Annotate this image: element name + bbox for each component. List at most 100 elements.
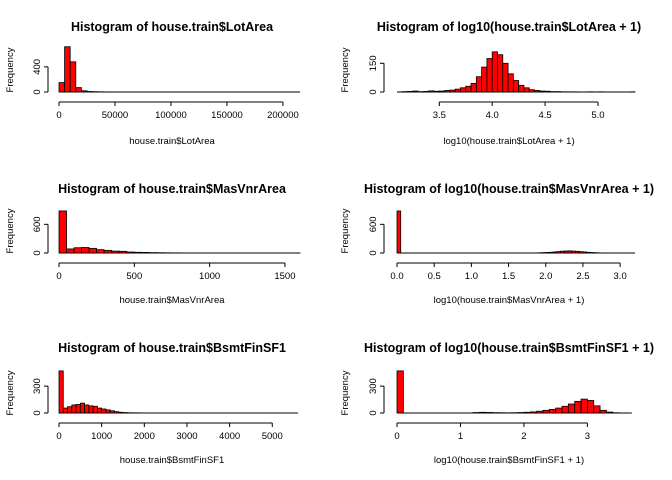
histogram-bar bbox=[549, 251, 554, 254]
x-tick-label: 3 bbox=[585, 431, 590, 442]
panel-log-masvnrarea: Histogram of log10(house.train$MasVnrAre… bbox=[340, 182, 654, 306]
histogram-bar bbox=[481, 66, 488, 93]
histogram-bar bbox=[407, 91, 414, 93]
histogram-bar bbox=[575, 250, 580, 254]
histogram-bar bbox=[133, 251, 143, 254]
y-tick-label: 600 bbox=[32, 216, 43, 232]
histogram-bar bbox=[118, 250, 128, 254]
histogram-bar bbox=[544, 90, 551, 93]
x-tick-label: 150000 bbox=[211, 110, 243, 121]
histogram-bar bbox=[141, 252, 150, 254]
x-tick-label: 0.0 bbox=[390, 271, 403, 282]
histogram-bar bbox=[449, 89, 456, 93]
histogram-bar bbox=[485, 412, 493, 414]
histogram-bar bbox=[80, 90, 88, 93]
y-tick-label: 0 bbox=[368, 250, 379, 255]
histogram-bar bbox=[486, 58, 493, 93]
histogram-bar bbox=[62, 407, 68, 414]
x-tick-label: 2.5 bbox=[576, 271, 589, 282]
x-tick-label: 0 bbox=[56, 431, 61, 442]
x-tick-label: 200000 bbox=[267, 110, 299, 121]
x-tick-label: 0 bbox=[56, 110, 61, 121]
histogram-bar bbox=[396, 210, 402, 254]
histogram-bar bbox=[84, 404, 90, 414]
histogram-bar bbox=[523, 87, 530, 93]
histogram-bar bbox=[470, 82, 477, 93]
histogram-bar bbox=[105, 409, 111, 414]
x-tick-label: 500 bbox=[126, 271, 142, 282]
x-axis-label: house.train$MasVnrArea bbox=[119, 295, 225, 306]
histogram-bar bbox=[428, 90, 435, 93]
x-tick-label: 5000 bbox=[262, 431, 283, 442]
x-tick-label: 1000 bbox=[91, 431, 112, 442]
histogram-bar bbox=[518, 84, 525, 93]
histogram-bar bbox=[479, 411, 487, 414]
panel-lotarea: Histogram of house.train$LotArea house.t… bbox=[5, 20, 301, 147]
x-tick-label: 1000 bbox=[199, 271, 220, 282]
histogram-bar bbox=[114, 411, 120, 414]
panel-log-lotarea: Histogram of log10(house.train$LotArea +… bbox=[340, 20, 641, 147]
histogram-bar bbox=[578, 251, 584, 254]
histogram-bar bbox=[69, 61, 77, 93]
histogram-bar bbox=[523, 411, 531, 414]
histogram-bar bbox=[571, 250, 576, 254]
chart-title: Histogram of house.train$BsmtFinSF1 bbox=[58, 341, 286, 355]
histogram-bar bbox=[536, 410, 544, 414]
chart-title: Histogram of house.train$LotArea bbox=[71, 20, 274, 34]
histogram-bar bbox=[81, 247, 90, 254]
histogram-bar bbox=[599, 409, 607, 414]
histogram-bar bbox=[534, 90, 541, 93]
histogram-bar bbox=[556, 251, 562, 254]
histogram-bar bbox=[563, 250, 569, 254]
chart-title: Histogram of log10(house.train$BsmtFinSF… bbox=[364, 341, 654, 355]
panel-masvnrarea: Histogram of house.train$MasVnrArea hous… bbox=[5, 182, 301, 306]
histogram-bar bbox=[539, 90, 546, 93]
histogram-bar bbox=[545, 252, 550, 254]
y-axis-label: Frequency bbox=[340, 370, 351, 415]
y-tick-label: 600 bbox=[368, 216, 379, 232]
x-tick-label: 1 bbox=[458, 431, 463, 442]
x-tick-label: 4000 bbox=[219, 431, 240, 442]
y-axis-label: Frequency bbox=[5, 47, 16, 92]
histogram-bar bbox=[412, 90, 419, 93]
histogram-bar bbox=[528, 89, 535, 93]
histogram-bar bbox=[460, 87, 467, 93]
chart-title: Histogram of house.train$MasVnrArea bbox=[58, 182, 287, 196]
x-tick-label: 3.5 bbox=[433, 110, 446, 121]
histogram-bar bbox=[67, 406, 73, 414]
histogram-bar bbox=[561, 405, 569, 414]
histogram-bar bbox=[491, 51, 498, 93]
x-tick-label: 4.0 bbox=[486, 110, 499, 121]
histogram-bar bbox=[103, 249, 113, 254]
x-tick-label: 1500 bbox=[274, 271, 295, 282]
histogram-bar bbox=[497, 54, 504, 93]
x-tick-label: 2 bbox=[521, 431, 526, 442]
histogram-bar bbox=[606, 411, 614, 414]
x-tick-label: 0 bbox=[394, 431, 399, 442]
x-tick-label: 3.0 bbox=[614, 271, 627, 282]
histogram-bar bbox=[73, 247, 82, 254]
panel-bsmtfinsf1: Histogram of house.train$BsmtFinSF1 hous… bbox=[5, 341, 298, 466]
histogram-bar bbox=[502, 62, 509, 93]
histogram-bar bbox=[101, 408, 107, 414]
histogram-bar bbox=[423, 91, 430, 93]
histogram-bar bbox=[71, 404, 77, 414]
histogram-bar bbox=[593, 405, 601, 414]
histogram-bar bbox=[567, 403, 576, 414]
x-tick-label: 3000 bbox=[176, 431, 197, 442]
x-axis-label: log10(house.train$BsmtFinSF1 + 1) bbox=[434, 455, 584, 466]
histogram-bar bbox=[58, 82, 65, 93]
x-tick-label: 5.0 bbox=[591, 110, 604, 121]
y-axis-label: Frequency bbox=[340, 47, 351, 92]
histogram-bar bbox=[580, 398, 588, 414]
histogram-bar bbox=[66, 248, 75, 254]
histogram-bar bbox=[126, 251, 135, 254]
y-tick-label: 0 bbox=[32, 410, 43, 415]
chart-title: Histogram of log10(house.train$MasVnrAre… bbox=[364, 182, 654, 196]
histogram-bar bbox=[574, 400, 582, 414]
histogram-bar bbox=[548, 409, 557, 414]
histogram-bar bbox=[96, 407, 103, 414]
x-tick-label: 1.5 bbox=[502, 271, 515, 282]
x-axis-label: log10(house.train$LotArea + 1) bbox=[443, 136, 574, 147]
